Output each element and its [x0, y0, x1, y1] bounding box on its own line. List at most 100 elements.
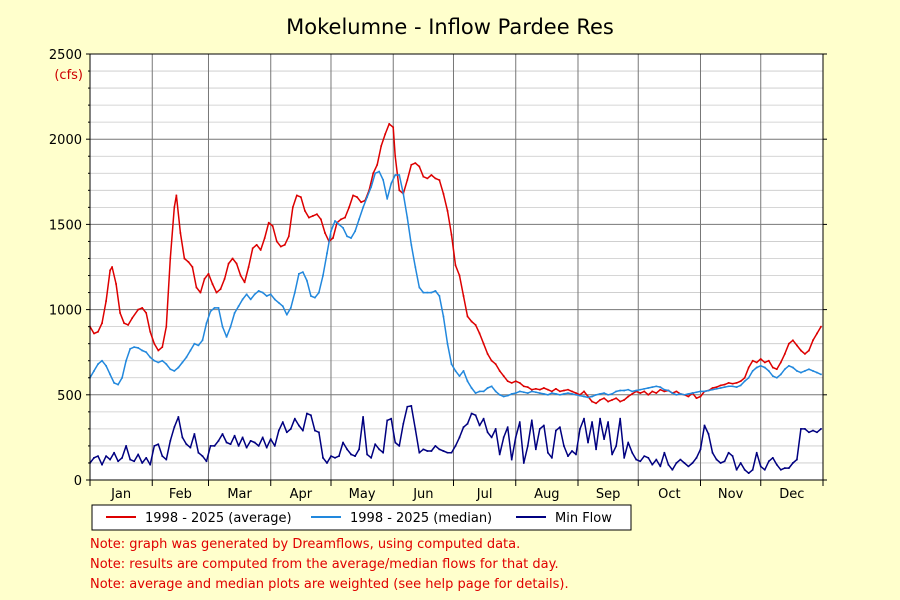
series-point-2 [157, 443, 160, 446]
series-point-1 [426, 291, 429, 294]
series-point-2 [245, 446, 248, 449]
series-point-0 [759, 358, 762, 360]
series-point-0 [454, 264, 457, 267]
series-point-1 [651, 386, 654, 388]
series-point-1 [141, 349, 144, 352]
series-point-0 [239, 274, 242, 277]
series-point-1 [253, 293, 256, 296]
series-point-1 [559, 394, 561, 396]
series-point-1 [169, 368, 172, 371]
series-point-2 [205, 460, 208, 463]
series-point-1 [406, 216, 409, 219]
series-point-2 [739, 462, 742, 464]
series-point-2 [792, 462, 794, 464]
series-point-0 [157, 349, 160, 352]
series-point-1 [269, 293, 272, 296]
series-point-0 [380, 145, 382, 147]
series-point-2 [350, 453, 352, 456]
grid [90, 54, 823, 480]
series-point-2 [687, 465, 690, 468]
x-tick-label: Nov [718, 487, 744, 502]
series-point-2 [229, 443, 232, 446]
series-point-2 [482, 417, 485, 420]
x-tick-label: Apr [290, 487, 313, 502]
series-point-1 [402, 192, 405, 195]
series-point-2 [370, 457, 372, 459]
series-point-0 [247, 266, 250, 268]
series-point-0 [207, 273, 210, 275]
series-point-2 [161, 455, 164, 457]
series-point-1 [137, 347, 139, 349]
series-point-2 [93, 457, 95, 459]
series-point-0 [639, 392, 642, 394]
series-point-2 [382, 451, 384, 454]
series-point-1 [374, 172, 376, 175]
series-point-2 [651, 463, 654, 466]
series-point-1 [555, 393, 557, 395]
series-point-2 [213, 445, 216, 447]
series-point-0 [97, 330, 99, 333]
series-point-1 [567, 392, 569, 394]
series-point-2 [655, 458, 658, 461]
series-point-0 [767, 359, 770, 362]
series-point-2 [679, 458, 682, 461]
series-point-2 [177, 416, 180, 418]
series-point-2 [125, 445, 127, 447]
series-point-0 [227, 262, 230, 265]
series-point-0 [490, 359, 493, 362]
series-point-1 [671, 392, 674, 394]
series-point-0 [727, 382, 730, 384]
series-point-1 [747, 376, 750, 379]
series-point-2 [470, 412, 473, 415]
series-point-1 [366, 196, 368, 198]
series-point-2 [434, 445, 437, 447]
series-point-1 [723, 386, 726, 388]
series-point-2 [631, 451, 634, 454]
series-point-0 [414, 162, 417, 164]
series-point-2 [314, 429, 316, 432]
series-point-1 [113, 382, 115, 384]
series-point-1 [551, 392, 553, 394]
series-point-2 [257, 445, 260, 447]
series-point-2 [784, 467, 786, 469]
series-point-0 [304, 209, 306, 212]
series-point-0 [743, 376, 746, 379]
series-point-0 [308, 216, 310, 219]
series-point-2 [298, 424, 300, 427]
series-point-1 [531, 390, 533, 393]
series-point-2 [591, 421, 593, 423]
series-point-1 [398, 174, 401, 176]
series-point-0 [141, 307, 144, 309]
series-point-0 [105, 300, 107, 302]
series-point-1 [663, 388, 666, 391]
series-point-0 [820, 325, 822, 328]
series-point-0 [263, 237, 266, 239]
series-point-1 [667, 389, 670, 392]
series-point-1 [583, 395, 585, 398]
series-point-2 [418, 451, 421, 454]
series-point-0 [663, 390, 666, 393]
series-point-1 [430, 291, 433, 294]
series-point-2 [595, 448, 597, 451]
series-point-2 [531, 419, 533, 422]
series-point-0 [643, 390, 646, 393]
series-point-1 [587, 396, 589, 399]
series-point-2 [137, 453, 139, 456]
series-point-1 [153, 359, 156, 362]
series-point-1 [418, 286, 421, 289]
series-point-2 [723, 460, 726, 463]
series-point-1 [197, 344, 200, 347]
y-tick-label: 2500 [49, 48, 82, 63]
series-point-2 [643, 455, 646, 457]
series-point-0 [296, 194, 298, 197]
series-point-2 [430, 450, 433, 452]
series-point-0 [816, 332, 818, 335]
series-point-0 [458, 274, 461, 277]
series-point-2 [330, 455, 332, 457]
series-point-1 [454, 370, 457, 372]
series-point-2 [800, 428, 802, 430]
series-point-0 [183, 257, 186, 260]
series-point-1 [771, 375, 774, 377]
series-point-0 [279, 245, 282, 248]
x-tick-label: Mar [227, 487, 252, 502]
